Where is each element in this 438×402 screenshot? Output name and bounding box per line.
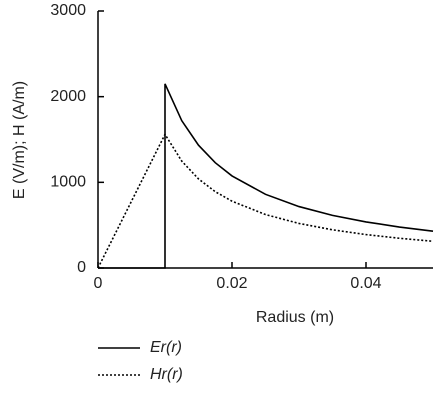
series-line: [97, 132, 434, 269]
x-axis-label: Radius (m): [256, 309, 334, 326]
y-tick-label: 1000: [50, 174, 86, 191]
x-tick-label: 0: [94, 275, 103, 292]
legend-label: Hr(r): [150, 366, 183, 383]
x-tick-label: 0.04: [350, 275, 381, 292]
series-line: [98, 83, 434, 269]
y-tick-label: 3000: [50, 2, 86, 19]
legend-label: Er(r): [150, 339, 182, 356]
y-tick-label: 0: [77, 259, 86, 276]
y-axis-label: E (V/m); H (A/m): [11, 81, 28, 199]
y-tick-label: 2000: [50, 88, 86, 105]
x-tick-label: 0.02: [216, 275, 247, 292]
